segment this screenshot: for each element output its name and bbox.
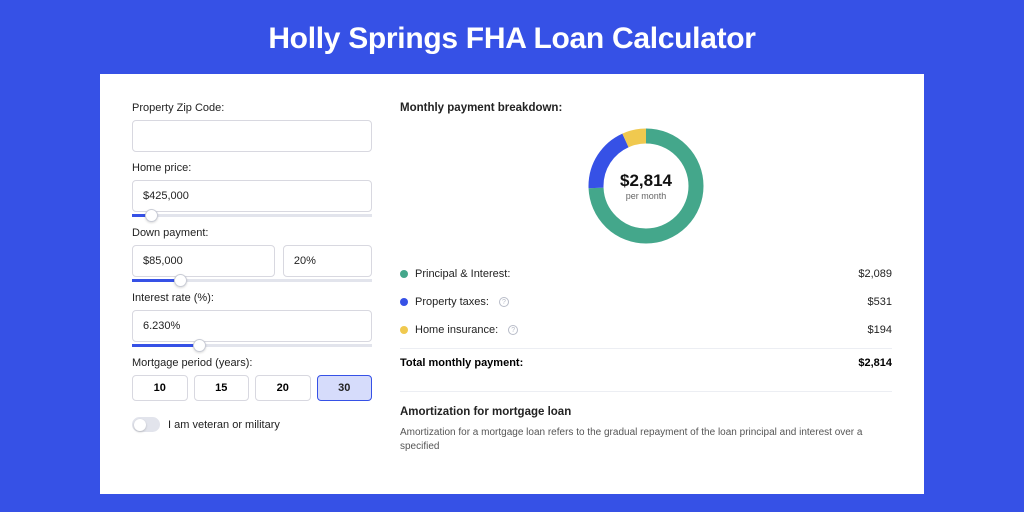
label-interest-rate: Interest rate (%):	[132, 292, 372, 304]
total-value: $2,814	[858, 357, 892, 369]
donut-sub: per month	[626, 191, 667, 201]
legend-row: Property taxes:? $531	[400, 288, 892, 316]
interest-rate-input[interactable]	[132, 310, 372, 342]
total-row: Total monthly payment: $2,814	[400, 348, 892, 377]
amortization-title: Amortization for mortgage loan	[400, 406, 892, 418]
zip-input[interactable]	[132, 120, 372, 152]
field-zip: Property Zip Code:	[132, 102, 372, 152]
legend-dot-icon	[400, 326, 408, 334]
veteran-toggle-row: I am veteran or military	[132, 417, 372, 432]
interest-rate-slider[interactable]	[132, 344, 372, 347]
legend-row: Home insurance:? $194	[400, 316, 892, 344]
period-options: 10152030	[132, 375, 372, 401]
page-title: Holly Springs FHA Loan Calculator	[0, 0, 1024, 74]
legend-dot-icon	[400, 270, 408, 278]
legend-value: $531	[868, 296, 892, 308]
legend-row: Principal & Interest: $2,089	[400, 260, 892, 288]
slider-thumb-icon[interactable]	[174, 274, 187, 287]
legend-list: Principal & Interest: $2,089 Property taxe…	[400, 260, 892, 344]
period-option-15[interactable]: 15	[194, 375, 250, 401]
down-payment-pct-input[interactable]	[283, 245, 372, 277]
breakdown-column: Monthly payment breakdown: $2,814 per mo…	[400, 102, 892, 494]
slider-thumb-icon[interactable]	[193, 339, 206, 352]
calculator-card: Property Zip Code: Home price: Down paym…	[100, 74, 924, 494]
amortization-section: Amortization for mortgage loan Amortizat…	[400, 391, 892, 454]
legend-dot-icon	[400, 298, 408, 306]
legend-value: $2,089	[858, 268, 892, 280]
home-price-slider[interactable]	[132, 214, 372, 217]
legend-label: Home insurance:	[415, 324, 498, 336]
donut-center: $2,814 per month	[586, 126, 706, 246]
label-mortgage-period: Mortgage period (years):	[132, 357, 372, 369]
field-interest-rate: Interest rate (%):	[132, 292, 372, 347]
period-option-10[interactable]: 10	[132, 375, 188, 401]
period-option-30[interactable]: 30	[317, 375, 373, 401]
field-down-payment: Down payment:	[132, 227, 372, 282]
period-option-20[interactable]: 20	[255, 375, 311, 401]
donut-amount: $2,814	[620, 171, 672, 191]
legend-label: Principal & Interest:	[415, 268, 510, 280]
info-icon[interactable]: ?	[508, 325, 518, 335]
legend-label: Property taxes:	[415, 296, 489, 308]
breakdown-title: Monthly payment breakdown:	[400, 102, 892, 114]
info-icon[interactable]: ?	[499, 297, 509, 307]
donut-chart: $2,814 per month	[400, 126, 892, 246]
slider-thumb-icon[interactable]	[145, 209, 158, 222]
field-home-price: Home price:	[132, 162, 372, 217]
legend-value: $194	[868, 324, 892, 336]
down-payment-input[interactable]	[132, 245, 275, 277]
veteran-toggle[interactable]	[132, 417, 160, 432]
label-home-price: Home price:	[132, 162, 372, 174]
label-down-payment: Down payment:	[132, 227, 372, 239]
amortization-text: Amortization for a mortgage loan refers …	[400, 426, 892, 454]
veteran-label: I am veteran or military	[168, 419, 280, 431]
form-column: Property Zip Code: Home price: Down paym…	[132, 102, 372, 494]
down-payment-slider[interactable]	[132, 279, 372, 282]
field-mortgage-period: Mortgage period (years): 10152030	[132, 357, 372, 401]
home-price-input[interactable]	[132, 180, 372, 212]
total-label: Total monthly payment:	[400, 357, 523, 369]
label-zip: Property Zip Code:	[132, 102, 372, 114]
